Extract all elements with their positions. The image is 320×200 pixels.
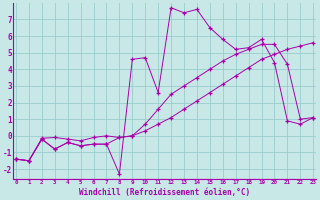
X-axis label: Windchill (Refroidissement éolien,°C): Windchill (Refroidissement éolien,°C) bbox=[79, 188, 250, 197]
